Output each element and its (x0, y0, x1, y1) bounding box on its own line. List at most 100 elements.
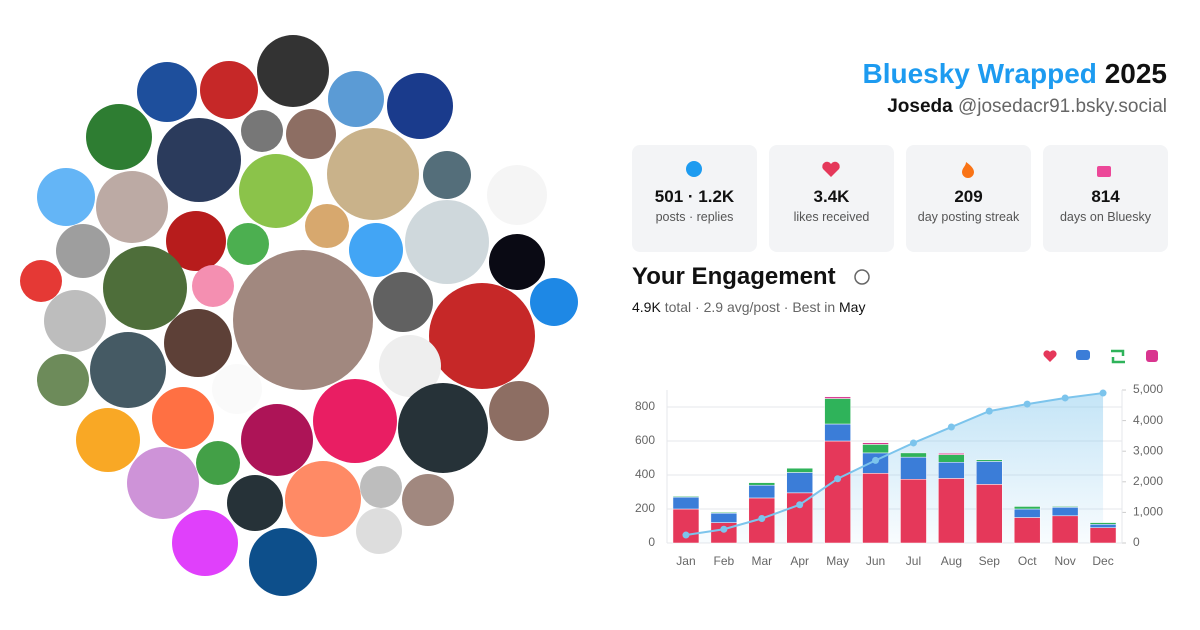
avatar (241, 110, 283, 152)
bar-segment (1013, 517, 1041, 544)
bar-segment (1051, 515, 1079, 544)
x-tick-label: Jul (906, 554, 921, 568)
avatar (164, 309, 232, 377)
summary-total: 4.9K (632, 299, 661, 315)
y2-tick-label: 0 (1133, 535, 1140, 549)
avatar (328, 71, 384, 127)
bar-segment (976, 484, 1003, 544)
avatar (405, 200, 489, 284)
icon-days (1097, 166, 1111, 177)
avatar (20, 260, 62, 302)
avatar-cloud (20, 35, 578, 596)
stat-value: 3.4K (813, 187, 850, 206)
stat-label: likes received (793, 210, 870, 224)
bar-segment (824, 398, 851, 425)
info-icon[interactable] (854, 269, 870, 285)
stat-value: 814 (1091, 187, 1120, 206)
user: Joseda @josedacr91.bsky.social (887, 96, 1167, 118)
avatar (37, 168, 95, 226)
avatar (423, 151, 471, 199)
avatar (152, 387, 214, 449)
bar-segment (786, 492, 813, 544)
avatar (172, 510, 238, 576)
avatar (249, 528, 317, 596)
bar-segment (710, 513, 738, 523)
x-tick-label: Jun (866, 554, 885, 568)
avatar (379, 335, 441, 397)
avatar (429, 283, 535, 389)
bar-segment (1013, 506, 1041, 510)
bar-segment (1089, 524, 1117, 528)
line-point (985, 407, 993, 415)
legend-icon[interactable] (1111, 349, 1125, 364)
avatar (166, 211, 226, 271)
legend-icon[interactable] (1076, 350, 1090, 360)
avatar (305, 204, 349, 248)
avatar (285, 461, 361, 537)
stat-label: day posting streak (917, 210, 1020, 224)
summary: 4.9K total · 2.9 avg/post · Best in May (632, 299, 865, 315)
line-point (909, 439, 917, 447)
stat-card: 3.4K likes received (769, 145, 894, 252)
bar-segment (824, 440, 851, 544)
avatar (137, 62, 197, 122)
line-point (682, 531, 690, 539)
y2-tick-label: 2,000 (1133, 474, 1163, 488)
avatar (212, 364, 262, 414)
legend-icon[interactable] (1146, 350, 1158, 362)
avatar (192, 265, 234, 307)
icon-posts (686, 161, 702, 177)
bar-segment (938, 478, 965, 544)
bar-segment (938, 462, 965, 479)
stat-value: 501 · 1.2K (654, 187, 735, 206)
summary-text: total · 2.9 avg/post · Best in (660, 299, 840, 315)
bar-segment (748, 484, 776, 499)
line-point (947, 423, 955, 431)
bar-segment (710, 512, 738, 514)
avatar (233, 250, 373, 390)
line-point (1061, 394, 1069, 402)
bar-segment (1013, 508, 1041, 518)
user-handle: @josedacr91.bsky.social (957, 96, 1167, 117)
icon-likes (822, 161, 840, 177)
legend-icon[interactable] (1043, 350, 1057, 362)
bar-segment (938, 454, 965, 463)
avatar (196, 441, 240, 485)
avatar (76, 408, 140, 472)
icon-streak (962, 162, 974, 178)
section-title: Your Engagement (632, 263, 836, 290)
bar-segment (1089, 527, 1117, 544)
line-point (834, 475, 842, 483)
x-tick-label: May (826, 554, 849, 568)
bar-segment (976, 461, 1003, 485)
bar-segment (862, 473, 889, 544)
avatar (402, 474, 454, 526)
bar-segment (1051, 507, 1079, 517)
y-tick-label: 400 (635, 467, 655, 481)
avatar (313, 379, 397, 463)
avatar (489, 234, 545, 290)
avatar (56, 224, 110, 278)
bar-segment (862, 442, 889, 445)
line-point (872, 456, 880, 464)
y-tick-label: 200 (635, 501, 655, 515)
avatar (157, 118, 241, 202)
icons (686, 161, 1158, 364)
y2-tick-label: 4,000 (1133, 413, 1163, 427)
y-tick-label: 800 (635, 399, 655, 413)
bar-segment (900, 452, 927, 458)
avatar (489, 381, 549, 441)
x-tick-label: Feb (714, 554, 735, 568)
line-point (1099, 389, 1107, 397)
line-point (758, 515, 766, 523)
stat-label: days on Bluesky (1059, 210, 1152, 224)
bar-segment (1089, 522, 1117, 525)
x-tick-label: Sep (979, 554, 1001, 568)
avatar (37, 354, 89, 406)
y-tick-label: 0 (648, 535, 655, 549)
bar-segment (900, 479, 927, 544)
avatar (464, 104, 512, 152)
area (685, 393, 1104, 543)
x-tick-label: Dec (1092, 554, 1113, 568)
title-brand: Bluesky Wrapped (862, 58, 1097, 89)
